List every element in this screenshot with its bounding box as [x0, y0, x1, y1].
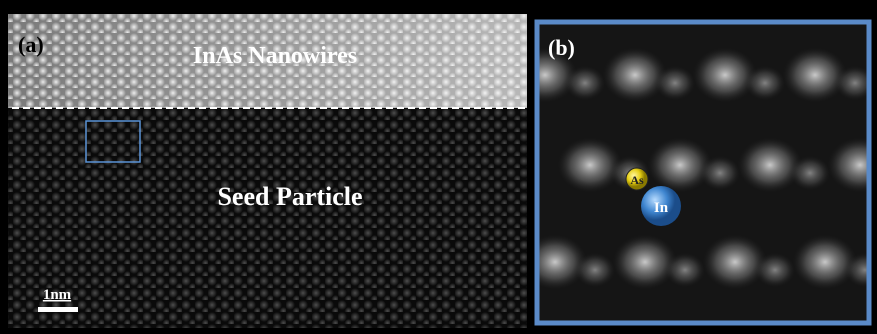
atom-column [665, 253, 705, 287]
panel-label: (a) [18, 32, 44, 57]
atom-label: In [654, 200, 669, 216]
atom-column [575, 253, 615, 287]
atom-label: As [630, 173, 644, 187]
atom-column [790, 156, 830, 190]
panel-label: (b) [548, 35, 575, 60]
atom-column [755, 253, 795, 287]
figure: (a) InAs Nanowires Seed Particle 1nm (b)… [0, 0, 877, 334]
atom-column [700, 156, 740, 190]
panel-a: (a) InAs Nanowires Seed Particle 1nm [8, 14, 527, 328]
panel-b: (b) As In [513, 22, 877, 323]
scale-bar-label: 1nm [43, 287, 72, 303]
region-label: InAs Nanowires [193, 43, 357, 69]
atom-column [745, 66, 785, 100]
atom-column [565, 66, 605, 100]
region-label: Seed Particle [217, 182, 362, 211]
atom-column [655, 66, 695, 100]
scale-bar [38, 307, 78, 312]
